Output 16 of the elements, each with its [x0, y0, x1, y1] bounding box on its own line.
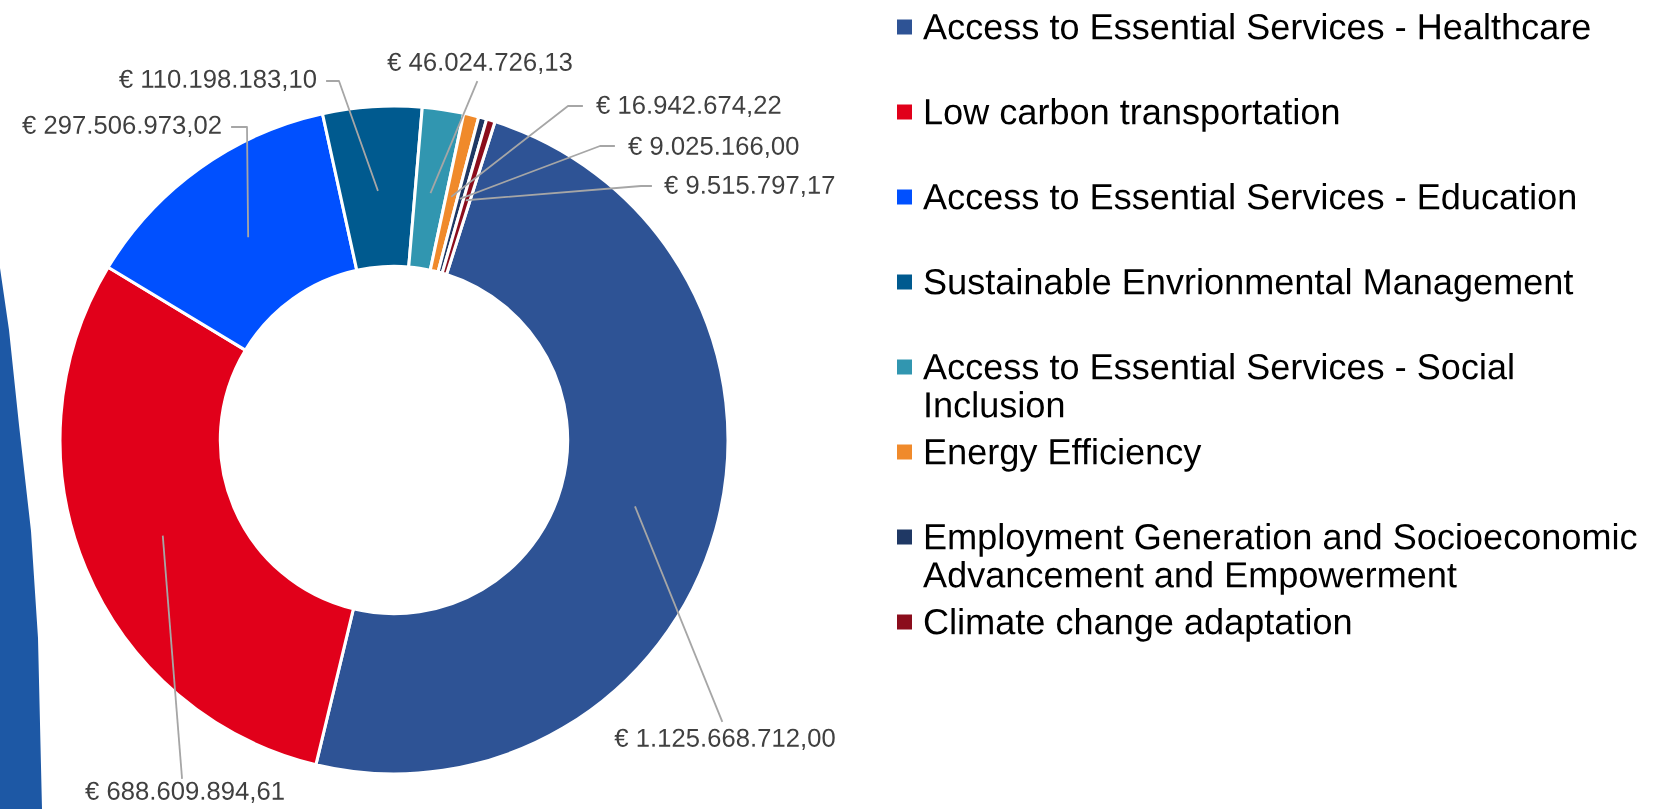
legend-label: Access to Essential Services - Education	[923, 183, 1575, 210]
legend-label: Sustainable Envrionmental Management	[924, 268, 1574, 302]
data-label: € 110.198.183,10	[119, 69, 317, 91]
data-label: € 688.609.894,61	[85, 781, 284, 803]
data-label: € 1.125.668.712,00	[614, 728, 835, 750]
legend-label: Climate change adaptation	[924, 608, 1351, 642]
data-label: € 297.506.973,02	[22, 115, 221, 137]
data-label: € 9.515.797,17	[664, 175, 835, 197]
data-label: € 9.025.166,00	[628, 136, 799, 158]
legend-label: Energy Efficiency	[925, 438, 1202, 472]
legend-label: Employment Generation and Socioeconomic Advancement and Empowerment	[923, 523, 1637, 595]
legend-label: Low carbon transportation	[925, 98, 1339, 132]
legend-label: Access to Essential Services - Healthcare	[923, 13, 1590, 40]
data-label: € 16.942.674,22	[596, 95, 781, 117]
legend-label: Access to Essential Services - Social Inclusion	[923, 353, 1513, 418]
data-label: € 46.024.726,13	[387, 52, 572, 74]
